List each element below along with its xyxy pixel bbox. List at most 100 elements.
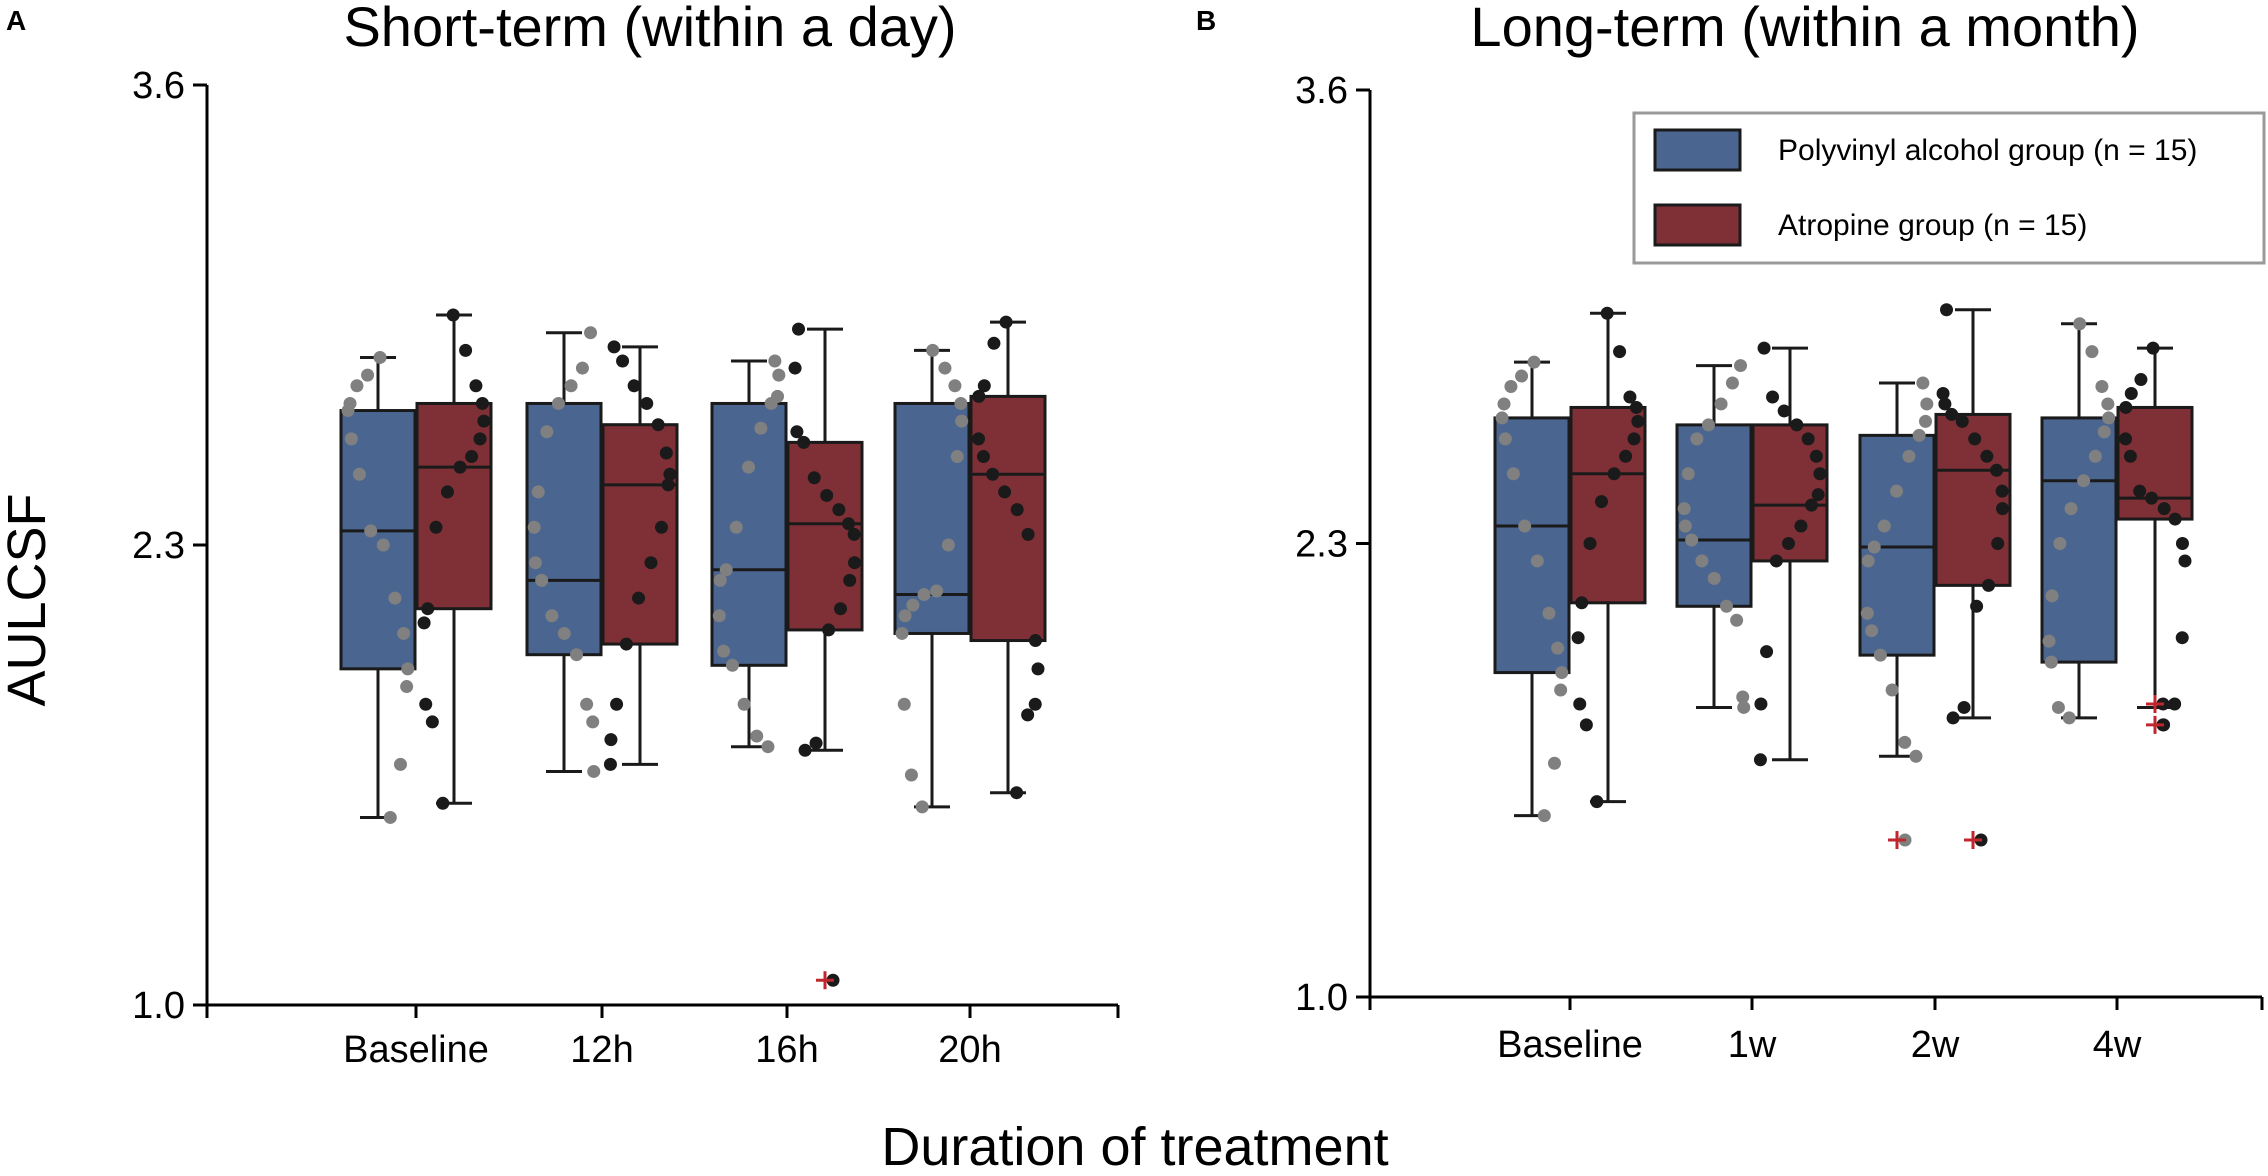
- data-point: [425, 715, 439, 729]
- data-point: [1594, 495, 1608, 509]
- data-point: [792, 322, 806, 336]
- data-point: [1495, 411, 1509, 425]
- data-point: [2119, 432, 2133, 446]
- data-point: [1010, 786, 1024, 800]
- data-point: [1980, 449, 1994, 463]
- data-point: [1902, 449, 1916, 463]
- data-point: [1957, 700, 1971, 714]
- data-point: [1685, 533, 1699, 547]
- data-point: [898, 609, 912, 623]
- data-point: [750, 729, 764, 743]
- data-point: [2097, 425, 2111, 439]
- data-point: [473, 432, 487, 446]
- data-point: [350, 379, 364, 393]
- data-point: [1504, 380, 1518, 394]
- data-point: [906, 598, 920, 612]
- data-point: [2145, 491, 2159, 505]
- box-pva-2w: [1858, 376, 1936, 850]
- data-point: [1720, 599, 1734, 613]
- data-point: [832, 503, 846, 517]
- data-point: [790, 425, 804, 439]
- data-point: [2095, 380, 2109, 394]
- data-point: [564, 379, 578, 393]
- data-point: [712, 609, 726, 623]
- box-pva-4w: [2040, 317, 2118, 725]
- data-point: [1579, 718, 1593, 732]
- data-point: [527, 520, 541, 534]
- outlier-marker: [816, 971, 840, 990]
- data-point: [1990, 463, 2004, 477]
- data-point: [2133, 484, 2147, 498]
- data-point: [587, 764, 601, 778]
- panel-b-axes: 1.0 2.3 3.6 Baseline 1w 2w 4w: [1295, 70, 2264, 1066]
- data-point: [972, 389, 986, 403]
- data-point: [2146, 341, 2160, 355]
- data-point: [540, 425, 554, 439]
- data-point: [607, 340, 621, 354]
- panel-a-x-tick-label: 20h: [938, 1029, 1001, 1071]
- box-iqr: [2040, 416, 2118, 664]
- data-point: [603, 757, 617, 771]
- data-point: [661, 478, 675, 492]
- data-point: [2123, 449, 2137, 463]
- data-point: [659, 446, 673, 460]
- data-point: [352, 467, 366, 481]
- data-point: [1946, 711, 1960, 725]
- data-point: [535, 573, 549, 587]
- data-point: [1794, 519, 1808, 533]
- data-point: [580, 697, 594, 711]
- panel-b: B Long-term (within a month) 1.0 2.3 3.6 Ba…: [1196, 0, 2264, 1066]
- data-point: [1955, 414, 1969, 428]
- data-point: [809, 736, 823, 750]
- data-point: [2119, 400, 2133, 414]
- data-point: [998, 485, 1012, 499]
- legend-swatch-atropine: [1653, 203, 1742, 247]
- data-point: [1021, 527, 1035, 541]
- box-atropine-16h: [786, 322, 864, 990]
- data-point: [1506, 467, 1520, 481]
- data-point: [1629, 400, 1643, 414]
- data-point: [364, 524, 378, 538]
- data-point: [453, 460, 467, 474]
- panel-b-y-tick-label: 2.3: [1295, 524, 1348, 566]
- data-point: [1885, 683, 1899, 697]
- data-point: [788, 361, 802, 375]
- box-iqr: [339, 409, 417, 671]
- box-atropine-12h: [601, 340, 679, 771]
- data-point: [1498, 432, 1512, 446]
- data-point: [586, 715, 600, 729]
- data-point: [976, 450, 990, 464]
- data-point: [1991, 537, 2005, 550]
- data-point: [619, 637, 633, 651]
- data-point: [419, 697, 433, 711]
- data-point: [915, 800, 929, 814]
- data-point: [977, 379, 991, 393]
- data-point: [820, 488, 834, 502]
- data-point: [834, 602, 848, 616]
- data-point: [807, 471, 821, 485]
- legend-label-atropine: Atropine group (n = 15): [1778, 209, 2087, 242]
- data-point: [950, 450, 964, 464]
- data-point: [1777, 404, 1791, 418]
- data-point: [1681, 467, 1695, 481]
- data-point: [469, 379, 483, 393]
- data-point: [1982, 578, 1996, 592]
- data-point: [545, 609, 559, 623]
- data-point: [1877, 519, 1891, 533]
- panel-a-x-tick-label: Baseline: [343, 1029, 489, 1071]
- data-point: [644, 556, 658, 570]
- box-pva-12h: [525, 326, 603, 778]
- data-point: [2088, 449, 2102, 463]
- data-point: [1757, 341, 1771, 355]
- data-point: [713, 573, 727, 587]
- data-point: [1031, 662, 1045, 676]
- data-point: [627, 379, 641, 393]
- panel-a-x-tick-label: 12h: [570, 1029, 633, 1071]
- panel-a-y-tick-label: 3.6: [132, 65, 185, 107]
- data-point: [1945, 407, 1959, 421]
- data-point: [2124, 386, 2138, 400]
- data-point: [2101, 397, 2115, 411]
- data-point: [1701, 418, 1715, 432]
- data-point: [2042, 634, 2056, 648]
- data-point: [742, 460, 756, 474]
